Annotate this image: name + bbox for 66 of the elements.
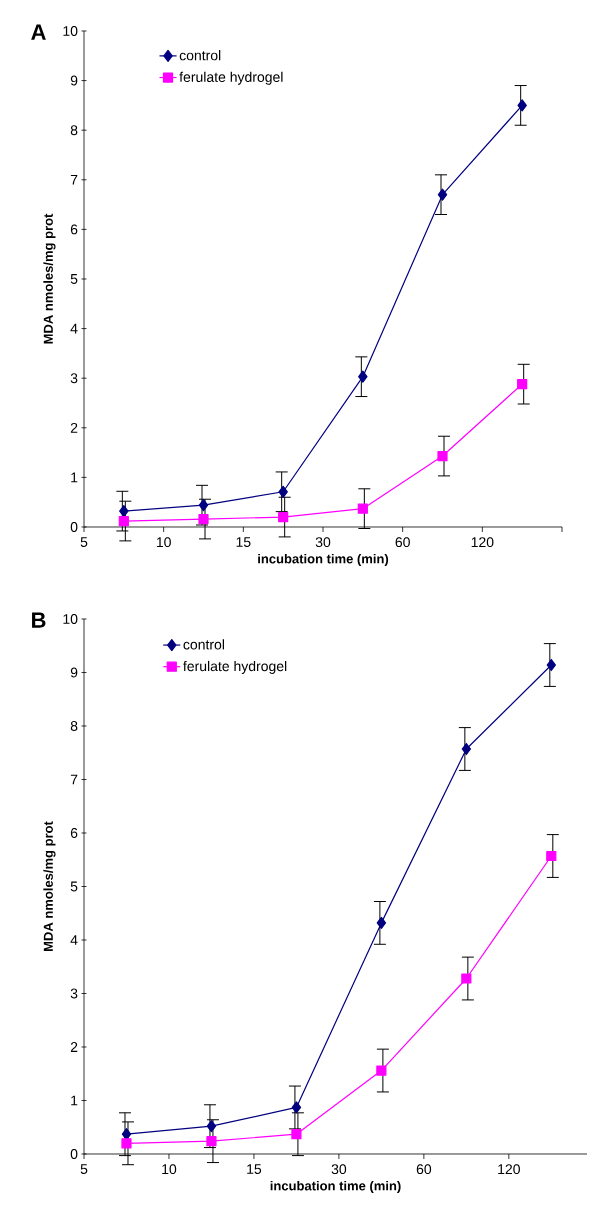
text: 15 — [247, 1164, 262, 1174]
y-tick-label: 8 — [70, 721, 78, 731]
y-tick-label: 3 — [70, 373, 78, 384]
point — [206, 1136, 217, 1147]
point — [437, 188, 448, 201]
point — [121, 1138, 132, 1149]
y-tick-label: 0 — [70, 1149, 78, 1159]
text: 10 — [162, 1164, 177, 1175]
point — [206, 1120, 217, 1133]
point — [198, 499, 209, 512]
legend-label: control — [183, 639, 225, 650]
y-tick-label: 1 — [71, 472, 78, 483]
point — [517, 99, 527, 112]
point — [358, 370, 368, 383]
y-axis-title: MDA nmoles/mg prot — [43, 213, 56, 344]
y-tick-label: 7 — [70, 774, 78, 785]
y-tick-label: 4 — [70, 935, 78, 945]
x-axis-title: incubation time (min) — [270, 1180, 401, 1194]
text: 5 — [80, 1164, 88, 1174]
text: 5 — [80, 537, 88, 547]
legend-label: ferulate hydrogel — [183, 660, 287, 674]
point — [517, 379, 528, 390]
text: 15 — [236, 537, 251, 547]
text: 10 — [156, 537, 171, 548]
point — [278, 485, 288, 498]
point — [546, 658, 557, 672]
point — [291, 1101, 302, 1114]
point — [376, 916, 387, 929]
point — [461, 742, 472, 756]
y-tick-label: 8 — [70, 125, 78, 136]
point — [546, 850, 557, 862]
y-tick-label: 2 — [70, 422, 78, 433]
y-tick-label: 0 — [70, 522, 78, 532]
y-tick-label: 6 — [70, 224, 78, 235]
point — [291, 1129, 302, 1140]
point — [118, 515, 129, 527]
y-tick-label: 9 — [70, 75, 78, 86]
y-axis-title: MDA nmoles/mg prot — [43, 821, 56, 951]
text: 60 — [395, 537, 410, 548]
text: 120 — [498, 1164, 520, 1175]
legend-label: control — [179, 50, 221, 61]
y-tick-label: 4 — [70, 323, 78, 334]
point — [461, 973, 472, 984]
text: 30 — [331, 1164, 347, 1175]
text: 30 — [315, 537, 331, 548]
y-tick-label: 10 — [63, 26, 78, 36]
text: 60 — [416, 1164, 432, 1175]
y-tick-label: 1 — [71, 1095, 78, 1106]
legend-label: ferulate hydrogel — [179, 71, 283, 85]
point — [278, 511, 289, 523]
y-tick-label: 3 — [70, 988, 78, 999]
y-tick-label: 7 — [70, 174, 78, 185]
chart-title: A — [31, 24, 46, 40]
point — [357, 503, 368, 514]
point — [437, 450, 448, 462]
y-tick-label: 2 — [70, 1042, 78, 1052]
point — [376, 1065, 387, 1076]
x-axis-title: incubation time (min) — [258, 553, 389, 567]
y-tick-label: 10 — [63, 614, 78, 624]
chart-title: B — [32, 612, 46, 628]
y-tick-label: 5 — [70, 274, 78, 284]
y-tick-label: 9 — [70, 667, 78, 678]
y-tick-label: 5 — [70, 881, 78, 892]
point — [198, 513, 209, 525]
y-tick-label: 6 — [70, 828, 78, 838]
text: 120 — [471, 537, 494, 548]
